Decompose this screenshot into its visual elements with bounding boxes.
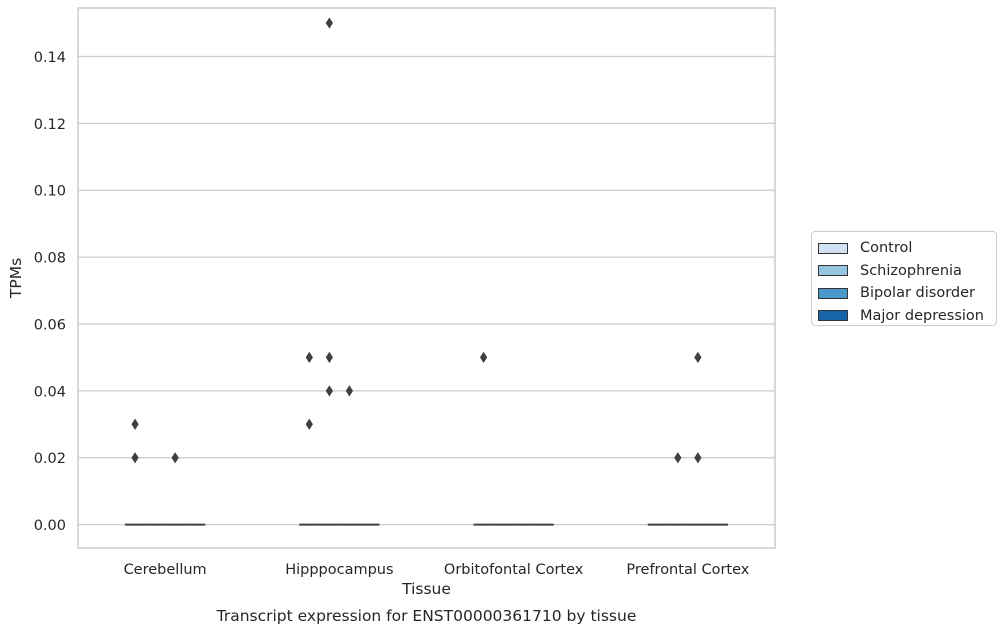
x-axis-label: Tissue: [401, 580, 451, 598]
legend-label: Major depression: [860, 307, 984, 324]
outlier-marker: [171, 452, 179, 464]
y-tick-label: 0.12: [34, 117, 66, 133]
legend-item: Bipolar disorder: [818, 282, 996, 305]
outlier-marker: [674, 452, 682, 464]
legend-label: Control: [860, 240, 913, 257]
outlier-marker: [325, 351, 333, 364]
y-tick-label: 0.00: [34, 518, 66, 534]
outlier-marker: [694, 452, 702, 464]
x-axis-ticks: Cerebellum Hipppocampus Orbitofontal Corte…: [124, 562, 750, 578]
x-tick-label: Hipppocampus: [285, 562, 393, 578]
x-tick-label: Orbitofontal Cortex: [444, 562, 584, 578]
outlier-marker: [305, 351, 313, 364]
y-tick-label: 0.06: [34, 317, 66, 333]
outlier-marker: [345, 385, 353, 397]
outlier-marker: [131, 418, 139, 430]
y-tick-label: 0.14: [34, 50, 66, 66]
legend-swatch: [818, 242, 848, 254]
outlier-marker: [325, 385, 333, 397]
legend-item: Major depression: [818, 305, 996, 328]
y-tick-label: 0.08: [34, 251, 66, 267]
outlier-marker: [305, 418, 313, 430]
legend-item: Control: [818, 237, 996, 260]
legend-swatch: [818, 265, 848, 277]
legend-swatch: [818, 287, 848, 299]
y-axis-label: TPMs: [7, 258, 25, 299]
gridlines: [78, 55, 775, 526]
y-tick-label: 0.04: [34, 384, 66, 400]
y-tick-label: 0.10: [34, 184, 66, 200]
outlier-marker: [479, 351, 488, 364]
outlier-marker: [325, 17, 333, 29]
x-tick-label: Cerebellum: [124, 562, 207, 578]
legend-swatch: [818, 310, 848, 322]
legend-item: Schizophrenia: [818, 260, 996, 283]
chart-legend: Control Schizophrenia Bipolar disorder Majo…: [811, 231, 997, 326]
outlier-marker: [694, 351, 702, 364]
y-axis-ticks: 0.00 0.02 0.04 0.06 0.08 0.10 0.12 0.14: [34, 50, 66, 534]
legend-label: Bipolar disorder: [860, 285, 975, 302]
outlier-marker: [131, 452, 139, 464]
chart-caption: Transcript expression for ENST0000036171…: [216, 607, 637, 625]
legend-label: Schizophrenia: [860, 262, 962, 279]
x-tick-label: Prefrontal Cortex: [626, 562, 749, 578]
y-tick-label: 0.02: [34, 451, 66, 467]
outlier-points: [131, 17, 702, 464]
plot-area-frame: [77, 7, 776, 549]
